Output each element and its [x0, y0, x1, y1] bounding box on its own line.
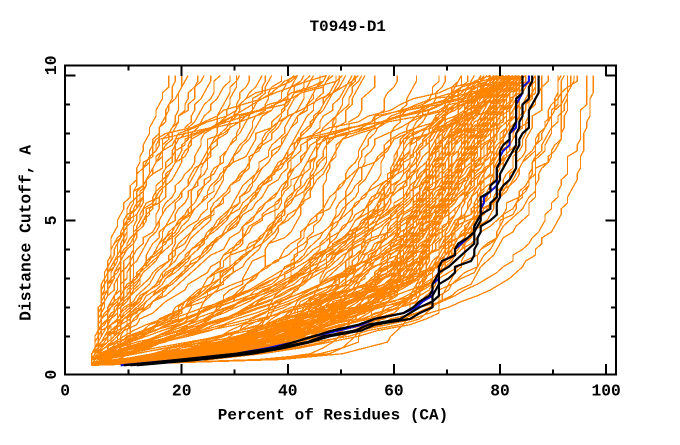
svg-text:Percent of Residues (CA): Percent of Residues (CA) — [218, 406, 448, 424]
svg-text:0: 0 — [60, 382, 70, 401]
svg-text:Distance Cutoff, A: Distance Cutoff, A — [17, 145, 36, 321]
svg-text:80: 80 — [490, 382, 510, 401]
svg-text:40: 40 — [278, 382, 298, 401]
svg-text:5: 5 — [42, 216, 61, 226]
svg-text:20: 20 — [172, 382, 192, 401]
svg-text:T0949-D1: T0949-D1 — [310, 18, 386, 36]
svg-text:10: 10 — [42, 56, 61, 76]
svg-text:60: 60 — [384, 382, 404, 401]
svg-text:100: 100 — [591, 382, 620, 401]
svg-text:0: 0 — [42, 370, 61, 380]
